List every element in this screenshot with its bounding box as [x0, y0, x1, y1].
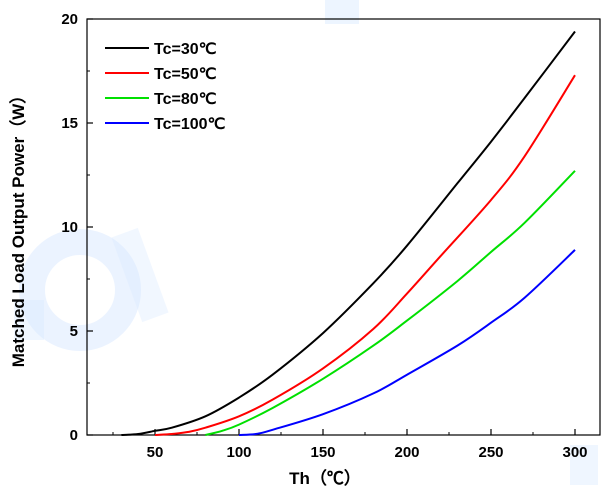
- y-axis-ticks: 0 5 10 15 20: [61, 11, 93, 444]
- x-tick-label: 50: [147, 444, 164, 461]
- x-axis-ticks: 50 100 150 200 250 300: [112, 429, 588, 461]
- series-line-3: [238, 249, 576, 436]
- x-tick-label: 150: [310, 444, 335, 461]
- y-tick-label: 20: [61, 11, 78, 28]
- y-axis-title: Matched Load Output Power（W）: [8, 87, 28, 368]
- legend-label: Tc=80℃: [154, 91, 217, 108]
- series-line-1: [154, 74, 576, 436]
- x-tick-label: 100: [226, 444, 251, 461]
- watermark: [14, 0, 598, 485]
- x-tick-label: 300: [562, 444, 587, 461]
- legend-label: Tc=100℃: [154, 116, 226, 133]
- y-tick-label: 5: [70, 323, 78, 340]
- x-tick-label: 200: [394, 444, 419, 461]
- series-line-0: [121, 30, 576, 436]
- series-line-2: [205, 170, 576, 436]
- x-tick-label: 250: [478, 444, 503, 461]
- y-tick-label: 0: [70, 427, 78, 444]
- legend: Tc=30℃ Tc=50℃ Tc=80℃ Tc=100℃: [105, 41, 226, 133]
- legend-label: Tc=30℃: [154, 41, 217, 58]
- x-axis-title: Th（℃）: [289, 468, 361, 488]
- y-tick-label: 15: [61, 115, 78, 132]
- legend-label: Tc=50℃: [154, 66, 217, 83]
- series-lines: [121, 30, 576, 436]
- y-tick-label: 10: [61, 219, 78, 236]
